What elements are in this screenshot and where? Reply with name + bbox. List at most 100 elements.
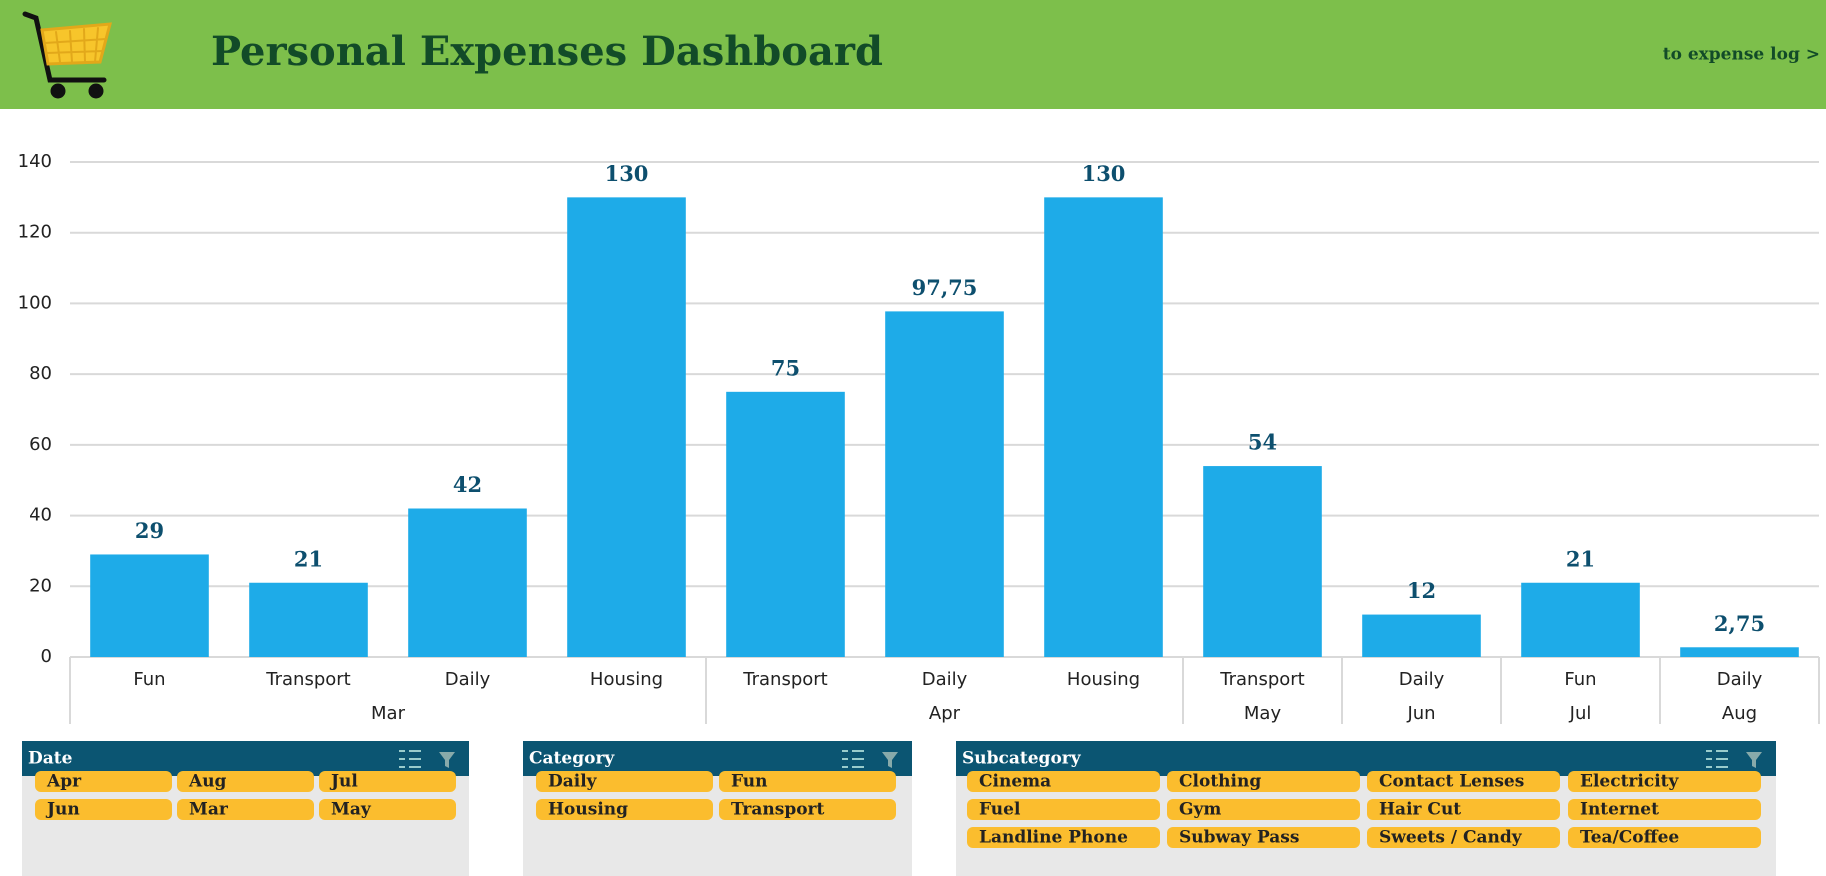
slicer-item-label: Fuel (979, 800, 1021, 820)
slicer-item-label: Subway Pass (1179, 828, 1299, 848)
cart-icon (22, 11, 112, 99)
chart: 0 20 40 60 80 100 120 140 Fun 29 Transport 21 Daily 4… (18, 151, 1820, 724)
multi-select-icon[interactable] (399, 750, 421, 768)
slicer-item[interactable] (719, 799, 896, 820)
group-label: Aug (1722, 703, 1757, 724)
slicer-item[interactable] (1167, 827, 1360, 848)
slicer-item-label: Daily (548, 772, 598, 792)
group-label: Mar (371, 703, 406, 724)
y-tick-label: 20 (29, 575, 52, 596)
slicer-title: Date (28, 749, 73, 769)
slicer-item[interactable] (319, 799, 456, 820)
slicer-item[interactable] (319, 771, 456, 792)
slicer-title: Category (529, 749, 615, 769)
y-tick-label: 100 (18, 292, 52, 313)
slicer-header (22, 741, 469, 776)
x-tick-label: Housing (1067, 669, 1140, 690)
slicer-item[interactable] (177, 799, 314, 820)
slicer-item[interactable] (1167, 799, 1360, 820)
slicer-item-label: Internet (1580, 800, 1659, 820)
group-label: Jun (1406, 703, 1435, 724)
slicer-item-label: Tea/Coffee (1580, 828, 1679, 848)
bar (1044, 197, 1163, 657)
value-label: 130 (1082, 161, 1126, 186)
group-label: Apr (929, 703, 961, 724)
slicer-item[interactable] (1367, 827, 1560, 848)
slicer-item[interactable] (1568, 771, 1761, 792)
slicer-item[interactable] (967, 827, 1160, 848)
slicer-item-label: Aug (188, 772, 227, 792)
slicer-title: Subcategory (962, 749, 1082, 769)
slicer-item-label: Jun (45, 800, 80, 820)
value-label: 12 (1407, 578, 1436, 603)
slicer-item[interactable] (536, 799, 713, 820)
expense-log-link[interactable]: to expense log > (1663, 45, 1820, 65)
group-label: Jul (1569, 703, 1592, 724)
y-tick-label: 60 (29, 434, 52, 455)
slicer-item[interactable] (35, 799, 172, 820)
value-label: 54 (1248, 430, 1277, 455)
x-tick-label: Daily (1717, 669, 1763, 690)
slicer-item-label: May (331, 800, 372, 820)
value-label: 97,75 (912, 275, 978, 300)
slicer-item[interactable] (1568, 799, 1761, 820)
value-label: 42 (453, 472, 482, 497)
bar (1362, 614, 1481, 657)
value-label: 29 (135, 518, 164, 543)
x-tick-label: Transport (265, 669, 350, 690)
bar (408, 508, 527, 657)
x-tick-label: Housing (590, 669, 663, 690)
slicer-item-label: Sweets / Candy (1379, 828, 1523, 848)
bar (726, 391, 845, 657)
group-label: May (1244, 703, 1282, 724)
slicer-item-label: Jul (329, 772, 358, 792)
slicer-item[interactable] (1367, 771, 1560, 792)
slicer-item[interactable] (1568, 827, 1761, 848)
slicer-item-label: Gym (1179, 800, 1221, 820)
y-tick-label: 80 (29, 363, 52, 384)
clear-filter-icon[interactable] (1746, 752, 1762, 768)
multi-select-icon[interactable] (1706, 750, 1728, 768)
slicer-item-label: Cinema (979, 772, 1051, 792)
slicer-item[interactable] (719, 771, 896, 792)
x-tick-label: Transport (742, 669, 827, 690)
slicer-item[interactable] (35, 771, 172, 792)
x-tick-label: Daily (445, 669, 491, 690)
value-label: 21 (1566, 546, 1595, 571)
slicer-item[interactable] (967, 771, 1160, 792)
slicer-item[interactable] (177, 771, 314, 792)
value-label: 2,75 (1714, 611, 1765, 636)
slicer-item-label: Transport (731, 800, 824, 820)
clear-filter-icon[interactable] (439, 752, 455, 768)
bar (1521, 582, 1640, 657)
value-label: 75 (771, 355, 800, 380)
y-tick-label: 140 (18, 151, 52, 172)
y-tick-label: 0 (41, 646, 52, 667)
slicer-item-label: Clothing (1179, 772, 1261, 792)
bar (90, 554, 209, 657)
slicer-item-label: Electricity (1580, 772, 1680, 792)
bar (885, 311, 1004, 657)
bar (1203, 466, 1322, 657)
multi-select-icon[interactable] (842, 750, 864, 768)
slicer-item[interactable] (536, 771, 713, 792)
slicer-item-label: Hair Cut (1379, 800, 1461, 820)
slicer-item-label: Fun (731, 772, 768, 792)
slicer-header (956, 741, 1776, 776)
x-tick-label: Daily (922, 669, 968, 690)
value-label: 130 (605, 161, 649, 186)
slicer-item-label: Housing (548, 800, 628, 820)
y-tick-label: 120 (18, 222, 52, 243)
slicer-item[interactable] (1167, 771, 1360, 792)
slicer-item-label: Landline Phone (979, 828, 1128, 848)
slicers: Date Apr Aug Jul Jun Mar May Category Daily Fun Ho… (22, 741, 1776, 876)
x-tick-label: Daily (1399, 669, 1445, 690)
slicer-item-label: Mar (189, 800, 229, 820)
header-bar (0, 0, 1826, 109)
y-tick-label: 40 (29, 505, 52, 526)
clear-filter-icon[interactable] (882, 752, 898, 768)
slicer-item-label: Contact Lenses (1379, 772, 1524, 792)
slicer-item[interactable] (967, 799, 1160, 820)
slicer-item[interactable] (1367, 799, 1560, 820)
